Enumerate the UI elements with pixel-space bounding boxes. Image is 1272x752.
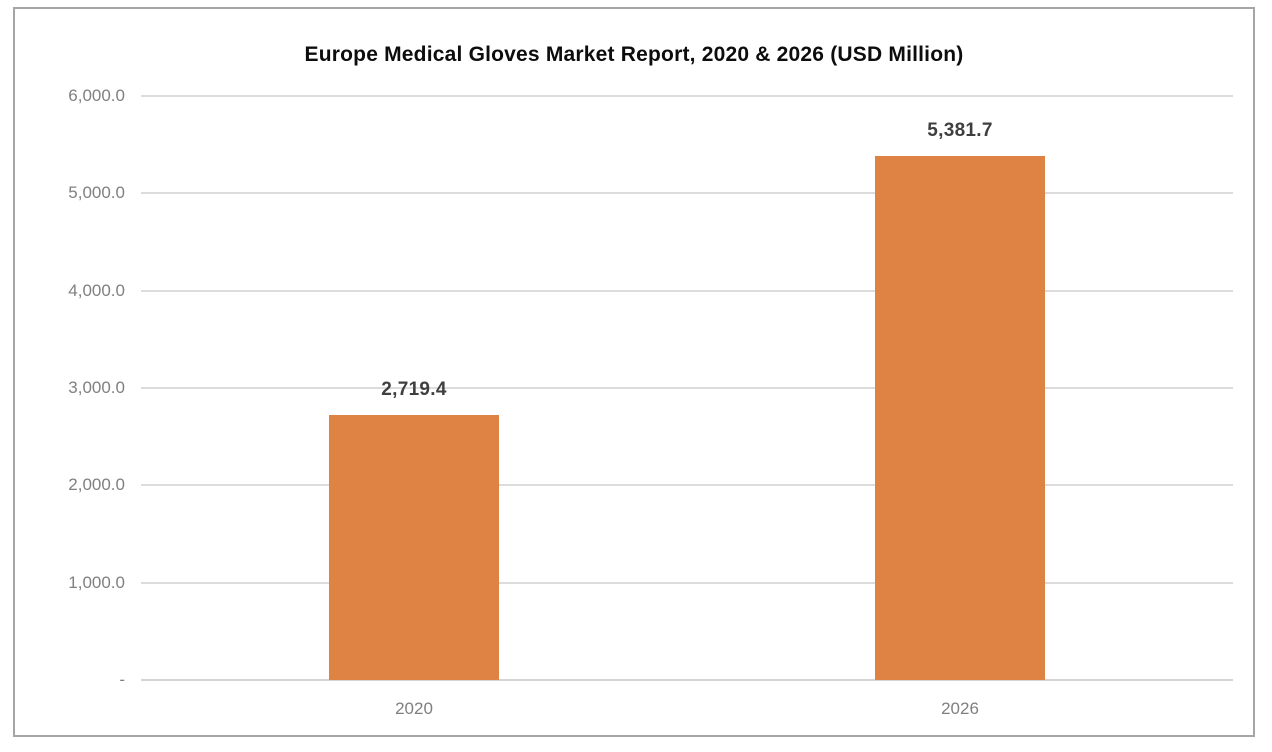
- y-axis-tick-label: 5,000.0: [68, 183, 125, 202]
- x-axis-category-label: 2026: [941, 699, 979, 718]
- bar-value-label: 5,381.7: [927, 120, 993, 141]
- gridline: [141, 95, 1233, 97]
- y-axis-tick-label: 2,000.0: [68, 475, 125, 494]
- y-axis-tick-label: 3,000.0: [68, 378, 125, 397]
- x-axis-category-label: 2020: [395, 699, 433, 718]
- y-axis-tick-label: 6,000.0: [68, 86, 125, 105]
- gridline: [141, 484, 1233, 486]
- chart-frame: Europe Medical Gloves Market Report, 202…: [13, 7, 1255, 737]
- y-axis-tick-label: 4,000.0: [68, 281, 125, 300]
- bar-value-label: 2,719.4: [381, 379, 447, 400]
- x-axis-line: [141, 679, 1233, 681]
- plot-area: 6,000.0 5,000.0 4,000.0 3,000.0 2,000.0 1,000…: [68, 87, 1233, 718]
- gridline: [141, 582, 1233, 584]
- y-axis-tick-label: 1,000.0: [68, 573, 125, 592]
- gridline: [141, 192, 1233, 194]
- y-axis-tick-label: -: [119, 670, 125, 689]
- bar-2020: [329, 415, 499, 680]
- chart-title: Europe Medical Gloves Market Report, 202…: [304, 43, 964, 66]
- bar-2026: [875, 156, 1045, 680]
- gridline: [141, 290, 1233, 292]
- gridline: [141, 387, 1233, 389]
